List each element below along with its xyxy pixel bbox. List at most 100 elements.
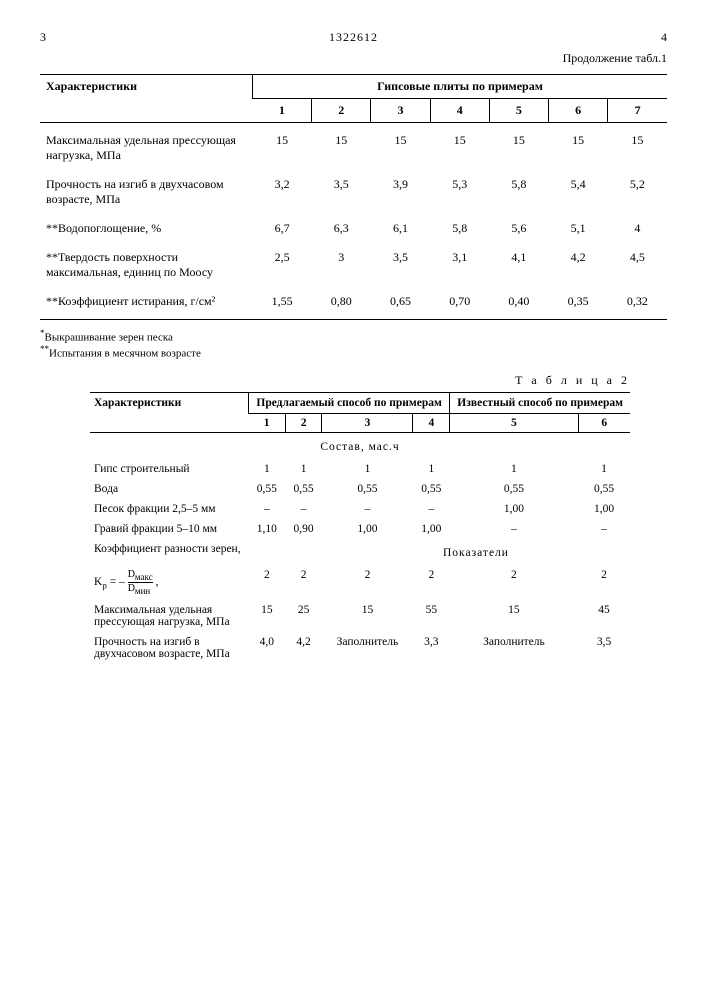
t1-row-label: **Коэффициент истирания, г/см² [40, 284, 253, 320]
doc-number: 1322612 [329, 30, 378, 45]
t2-row-label: Гравий фракции 5–10 мм [90, 519, 249, 539]
t1-col: 4 [430, 99, 489, 123]
t1-cell: 5,1 [549, 211, 608, 240]
t2-cell: 1 [285, 459, 322, 479]
t1-row-label: **Водопоглощение, % [40, 211, 253, 240]
t1-cell: 5,2 [608, 167, 667, 211]
t1-cell: 6,7 [253, 211, 312, 240]
t2-grp2: Известный способ по примерам [450, 393, 630, 414]
t1-cell: 15 [371, 123, 430, 168]
footnote-2: Испытания в месячном возрасте [49, 347, 201, 359]
t2-col: 5 [450, 414, 578, 433]
t2-cell: 0,90 [285, 519, 322, 539]
t2-kp-formula: Kρ = – DмаксDмин , [90, 565, 249, 600]
t1-cell: 0,80 [312, 284, 371, 320]
t2-row-label: Песок фракции 2,5–5 мм [90, 499, 249, 519]
t1-cell: 3,1 [430, 240, 489, 284]
t2-cell: 2 [450, 565, 578, 600]
t2-cell: 0,55 [249, 479, 286, 499]
t2-cell: 0,55 [285, 479, 322, 499]
t2-cell: 4,2 [285, 632, 322, 664]
t2-cell: 25 [285, 600, 322, 632]
t1-cell: 1,55 [253, 284, 312, 320]
t1-col: 6 [549, 99, 608, 123]
t1-cell: 5,3 [430, 167, 489, 211]
t2-cell: 1,00 [322, 519, 413, 539]
t1-col: 7 [608, 99, 667, 123]
t2-cell: 3,3 [413, 632, 450, 664]
t2-cell: 1 [450, 459, 578, 479]
t2-cell: 1 [578, 459, 630, 479]
t2-cell: Заполнитель [450, 632, 578, 664]
t2-cell: 55 [413, 600, 450, 632]
t2-cell: 2 [578, 565, 630, 600]
t2-grp1: Предлагаемый способ по примерам [249, 393, 450, 414]
t2-section: Показатели [322, 539, 630, 565]
t2-cell: – [249, 499, 286, 519]
table2-caption: Т а б л и ц а 2 [90, 373, 630, 388]
t2-col: 3 [322, 414, 413, 433]
footnote-1: Выкрашивание зерен песка [45, 332, 173, 344]
t1-cell: 5,8 [489, 167, 548, 211]
t2-cell: 0,55 [413, 479, 450, 499]
t2-cell: – [322, 499, 413, 519]
t1-cell: 15 [549, 123, 608, 168]
t1-cell: 2,5 [253, 240, 312, 284]
t1-cell: 6,3 [312, 211, 371, 240]
t2-cell: 4,0 [249, 632, 286, 664]
t1-cell: 15 [253, 123, 312, 168]
t1-cell: 3,5 [312, 167, 371, 211]
t2-cell: – [413, 499, 450, 519]
t1-cell: 4,2 [549, 240, 608, 284]
table-2: Характеристики Предлагаемый способ по пр… [90, 392, 630, 664]
t1-cell: 3,5 [371, 240, 430, 284]
t2-col: 1 [249, 414, 286, 433]
t2-col-label: Характеристики [90, 393, 249, 433]
t1-cell: 5,6 [489, 211, 548, 240]
t2-cell: 1 [249, 459, 286, 479]
t2-row-label: Гипс строительный [90, 459, 249, 479]
t1-cell: 3,2 [253, 167, 312, 211]
t2-cell: 0,55 [578, 479, 630, 499]
page-header: 3 1322612 4 [40, 30, 667, 45]
t1-cell: 4 [608, 211, 667, 240]
t1-cell: 15 [312, 123, 371, 168]
t1-cell: 3 [312, 240, 371, 284]
t1-col: 2 [312, 99, 371, 123]
t2-cell: 15 [322, 600, 413, 632]
t2-cell: – [285, 499, 322, 519]
t1-cell: 5,8 [430, 211, 489, 240]
t1-col: 5 [489, 99, 548, 123]
t2-cell: 1 [322, 459, 413, 479]
t2-cell: 2 [413, 565, 450, 600]
t1-cell: 15 [608, 123, 667, 168]
t2-col: 2 [285, 414, 322, 433]
t2-cell: 0,55 [450, 479, 578, 499]
t2-cell: 1,00 [413, 519, 450, 539]
t1-cell: 4,5 [608, 240, 667, 284]
t2-cell: 1,10 [249, 519, 286, 539]
t1-cell: 4,1 [489, 240, 548, 284]
t1-cell: 15 [430, 123, 489, 168]
t1-cell: 3,9 [371, 167, 430, 211]
t2-kp-label: Коэффициент разности зерен, [90, 539, 322, 565]
t2-cell: 2 [285, 565, 322, 600]
t1-cell: 15 [489, 123, 548, 168]
t2-cell: 2 [249, 565, 286, 600]
page-right: 4 [661, 30, 667, 45]
t1-row-label: Прочность на изгиб в двухчасовом возраст… [40, 167, 253, 211]
t2-cell: 1,00 [450, 499, 578, 519]
t2-cell: 15 [450, 600, 578, 632]
page-left: 3 [40, 30, 46, 45]
t2-cell: – [450, 519, 578, 539]
t2-col: 4 [413, 414, 450, 433]
t2-row-label: Прочность на изгиб в двухчасовом возраст… [90, 632, 249, 664]
t2-row-label: Максимальная удельная прессующая нагрузк… [90, 600, 249, 632]
t1-span-label: Гипсовые плиты по примерам [253, 75, 668, 99]
t1-cell: 6,1 [371, 211, 430, 240]
t1-row-label: **Твердость поверхности максимальная, ед… [40, 240, 253, 284]
t1-cell: 0,35 [549, 284, 608, 320]
t2-cell: 1,00 [578, 499, 630, 519]
t2-cell: 15 [249, 600, 286, 632]
t2-cell: 3,5 [578, 632, 630, 664]
